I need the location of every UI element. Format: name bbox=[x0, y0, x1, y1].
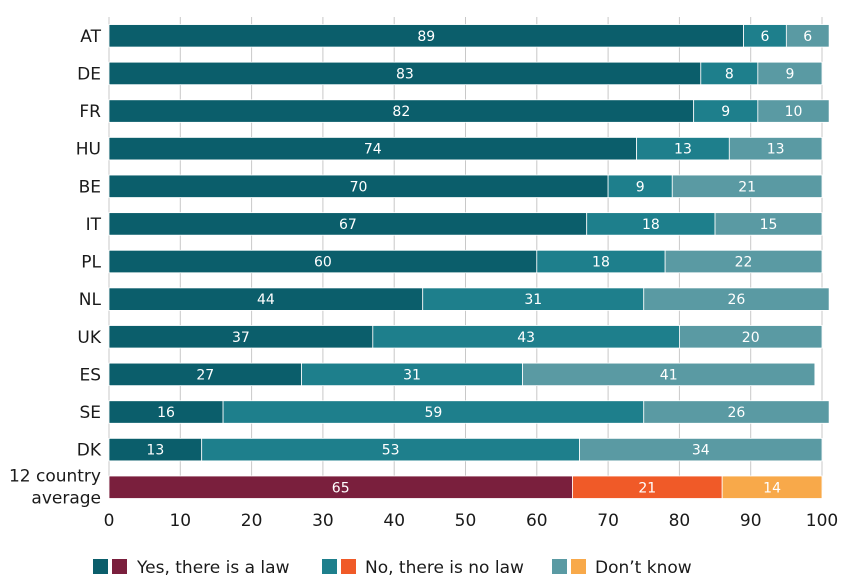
x-tick-label: 70 bbox=[597, 511, 619, 531]
data-label: 9 bbox=[785, 66, 794, 82]
data-label: 60 bbox=[314, 255, 332, 271]
category-label: HU bbox=[76, 140, 101, 160]
legend: Yes, there is a law No, there is no law … bbox=[93, 558, 692, 578]
data-label: 67 bbox=[339, 217, 357, 233]
data-label: 8 bbox=[725, 66, 734, 82]
category-label: AT bbox=[80, 27, 101, 47]
category-label: DE bbox=[77, 64, 101, 84]
data-label: 70 bbox=[350, 179, 368, 195]
data-label: 15 bbox=[760, 217, 778, 233]
data-label: 6 bbox=[803, 29, 812, 45]
bar-segment bbox=[714, 212, 823, 236]
data-label: 44 bbox=[257, 292, 275, 308]
bar-segment bbox=[679, 325, 823, 349]
data-label: 20 bbox=[742, 330, 760, 346]
x-tick-label: 10 bbox=[169, 511, 191, 531]
bar-segment bbox=[728, 137, 823, 161]
data-label: 6 bbox=[760, 29, 769, 45]
legend-swatch-yes-average bbox=[112, 559, 127, 574]
category-label: 12 country average bbox=[9, 466, 101, 508]
data-label: 26 bbox=[728, 292, 746, 308]
category-label: NL bbox=[79, 290, 102, 310]
x-tick-label: 50 bbox=[455, 511, 477, 531]
data-label: 14 bbox=[763, 480, 781, 496]
data-label: 65 bbox=[332, 480, 350, 496]
x-tick-label: 80 bbox=[669, 511, 691, 531]
data-label: 34 bbox=[692, 443, 710, 459]
category-label: UK bbox=[77, 328, 101, 348]
data-label: 18 bbox=[592, 255, 610, 271]
category-label: IT bbox=[86, 215, 102, 235]
x-tick-label: 100 bbox=[806, 511, 838, 531]
x-tick-label: 30 bbox=[312, 511, 334, 531]
data-label: 27 bbox=[196, 367, 214, 383]
data-label: 53 bbox=[382, 443, 400, 459]
data-label: 10 bbox=[785, 104, 803, 120]
x-tick-label: 60 bbox=[526, 511, 548, 531]
data-label: 21 bbox=[638, 480, 656, 496]
data-label: 18 bbox=[642, 217, 660, 233]
category-label-line: 12 country bbox=[9, 466, 101, 486]
category-label: DK bbox=[77, 441, 102, 461]
x-tick-label: 0 bbox=[104, 511, 115, 531]
data-label: 9 bbox=[636, 179, 645, 195]
bar-segment bbox=[643, 287, 830, 311]
data-label: 9 bbox=[721, 104, 730, 120]
legend-swatch-no-average bbox=[341, 559, 356, 574]
data-label: 59 bbox=[425, 405, 443, 421]
data-label: 21 bbox=[738, 179, 756, 195]
category-label-line: average bbox=[31, 488, 101, 508]
category-label: SE bbox=[79, 403, 101, 423]
x-axis: 0 10 20 30 40 50 60 70 80 90 100 bbox=[104, 511, 839, 531]
bar-segment bbox=[757, 61, 823, 86]
legend-label-dont-know: Don’t know bbox=[595, 558, 692, 578]
data-label: 37 bbox=[232, 330, 250, 346]
data-label: 43 bbox=[517, 330, 535, 346]
data-label: 83 bbox=[396, 66, 414, 82]
legend-swatch-yes bbox=[93, 559, 108, 574]
bar-segment bbox=[757, 99, 830, 123]
data-label: 82 bbox=[392, 104, 410, 120]
data-label: 31 bbox=[403, 367, 421, 383]
legend-label-no: No, there is no law bbox=[365, 558, 524, 578]
data-label: 74 bbox=[364, 142, 382, 158]
category-label: PL bbox=[81, 253, 101, 273]
legend-swatch-no bbox=[322, 559, 337, 574]
x-tick-label: 90 bbox=[740, 511, 762, 531]
legend-label-yes: Yes, there is a law bbox=[136, 558, 290, 578]
data-label: 13 bbox=[767, 142, 785, 158]
legend-swatch-dont-know bbox=[552, 559, 567, 574]
data-label: 13 bbox=[674, 142, 692, 158]
bar-segment bbox=[671, 174, 823, 198]
bar-segment bbox=[579, 437, 823, 462]
data-label: 89 bbox=[417, 29, 435, 45]
bar-segment bbox=[522, 362, 816, 387]
data-label: 26 bbox=[728, 405, 746, 421]
bar-segment bbox=[643, 400, 830, 424]
category-labels: AT DE FR HU BE IT PL NL UK ES SE DK 12 country averag… bbox=[9, 27, 102, 508]
category-label: FR bbox=[79, 102, 101, 122]
category-label: ES bbox=[79, 365, 101, 385]
data-label: 31 bbox=[524, 292, 542, 308]
data-label: 22 bbox=[735, 255, 753, 271]
data-label: 13 bbox=[146, 443, 164, 459]
category-label: BE bbox=[79, 177, 101, 197]
x-tick-label: 20 bbox=[241, 511, 263, 531]
data-label: 41 bbox=[660, 367, 678, 383]
data-label: 16 bbox=[157, 405, 175, 421]
legend-swatch-dont-know-average bbox=[571, 559, 586, 574]
bar-segment bbox=[721, 475, 823, 499]
bar-segment bbox=[785, 24, 830, 48]
x-tick-label: 40 bbox=[383, 511, 405, 531]
bar-segment bbox=[664, 249, 823, 274]
